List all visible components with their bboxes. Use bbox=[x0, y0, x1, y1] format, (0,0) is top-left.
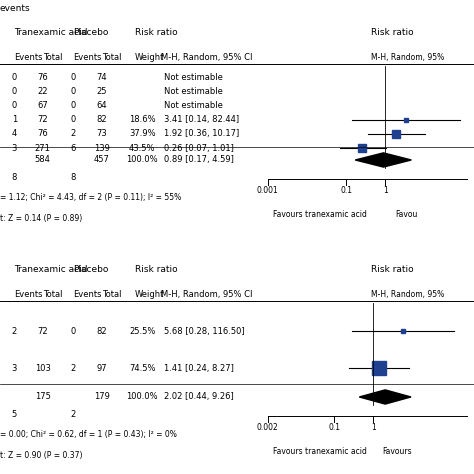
Text: 1: 1 bbox=[383, 186, 388, 195]
Text: 67: 67 bbox=[37, 101, 48, 110]
Text: Favours: Favours bbox=[383, 447, 412, 456]
Text: 76: 76 bbox=[37, 73, 48, 82]
Text: 74.5%: 74.5% bbox=[129, 364, 155, 373]
Text: 8: 8 bbox=[71, 173, 76, 182]
Text: 0: 0 bbox=[71, 101, 76, 110]
Text: events: events bbox=[0, 4, 31, 12]
Text: 3.41 [0.14, 82.44]: 3.41 [0.14, 82.44] bbox=[164, 115, 238, 124]
Text: 2.02 [0.44, 9.26]: 2.02 [0.44, 9.26] bbox=[164, 392, 233, 401]
Text: Risk ratio: Risk ratio bbox=[135, 28, 178, 37]
Text: 73: 73 bbox=[97, 129, 107, 138]
Text: 100.0%: 100.0% bbox=[127, 392, 158, 401]
Text: 37.9%: 37.9% bbox=[129, 129, 155, 138]
Text: 179: 179 bbox=[94, 392, 110, 401]
Text: Weight: Weight bbox=[135, 290, 164, 299]
Text: 139: 139 bbox=[94, 144, 110, 153]
Text: M-H, Random, 95% CI: M-H, Random, 95% CI bbox=[161, 54, 253, 62]
Text: 0.002: 0.002 bbox=[257, 423, 279, 432]
Text: 72: 72 bbox=[37, 327, 48, 336]
Text: Favours tranexamic acid: Favours tranexamic acid bbox=[273, 447, 366, 456]
Text: Total: Total bbox=[102, 54, 121, 62]
Text: M-H, Random, 95% CI: M-H, Random, 95% CI bbox=[161, 290, 253, 299]
Text: 0: 0 bbox=[71, 327, 76, 336]
Text: 25.5%: 25.5% bbox=[129, 327, 155, 336]
Text: 5.68 [0.28, 116.50]: 5.68 [0.28, 116.50] bbox=[164, 327, 244, 336]
Text: 3: 3 bbox=[11, 364, 17, 373]
Text: Tranexamic acid: Tranexamic acid bbox=[14, 28, 88, 37]
Text: 103: 103 bbox=[35, 364, 51, 373]
Text: = 1.12; Chi² = 4.43, df = 2 (P = 0.11); I² = 55%: = 1.12; Chi² = 4.43, df = 2 (P = 0.11); … bbox=[0, 193, 181, 202]
Text: 2: 2 bbox=[11, 327, 17, 336]
Text: = 0.00; Chi² = 0.62, df = 1 (P = 0.43); I² = 0%: = 0.00; Chi² = 0.62, df = 1 (P = 0.43); … bbox=[0, 430, 177, 439]
Polygon shape bbox=[359, 390, 411, 404]
Text: 1.41 [0.24, 8.27]: 1.41 [0.24, 8.27] bbox=[164, 364, 233, 373]
Text: 0.1: 0.1 bbox=[340, 186, 352, 195]
Text: Tranexamic acid: Tranexamic acid bbox=[14, 265, 88, 274]
Text: 5: 5 bbox=[11, 410, 17, 419]
Text: Favours tranexamic acid: Favours tranexamic acid bbox=[273, 210, 366, 219]
Text: Total: Total bbox=[43, 54, 62, 62]
Text: 0: 0 bbox=[11, 87, 17, 96]
Text: Total: Total bbox=[102, 290, 121, 299]
Text: 25: 25 bbox=[97, 87, 107, 96]
Text: 6: 6 bbox=[71, 144, 76, 153]
Text: 3: 3 bbox=[11, 144, 17, 153]
Text: 1: 1 bbox=[11, 115, 17, 124]
Text: Favou: Favou bbox=[395, 210, 417, 219]
Text: M-H, Random, 95%: M-H, Random, 95% bbox=[371, 54, 445, 62]
Text: 22: 22 bbox=[37, 87, 48, 96]
Text: t: Z = 0.14 (P = 0.89): t: Z = 0.14 (P = 0.89) bbox=[0, 215, 82, 223]
Text: Events: Events bbox=[14, 54, 43, 62]
Text: Placebo: Placebo bbox=[73, 265, 109, 274]
Text: 2: 2 bbox=[71, 129, 76, 138]
Text: M-H, Random, 95%: M-H, Random, 95% bbox=[371, 290, 445, 299]
Text: 0: 0 bbox=[11, 101, 17, 110]
Text: Not estimable: Not estimable bbox=[164, 87, 222, 96]
Text: Events: Events bbox=[73, 290, 102, 299]
Text: 74: 74 bbox=[97, 73, 107, 82]
Text: 4: 4 bbox=[11, 129, 17, 138]
Text: 1: 1 bbox=[371, 423, 375, 432]
Text: 457: 457 bbox=[94, 155, 110, 164]
Text: 76: 76 bbox=[37, 129, 48, 138]
Text: Risk ratio: Risk ratio bbox=[135, 265, 178, 274]
Text: 175: 175 bbox=[35, 392, 51, 401]
Text: 0.89 [0.17, 4.59]: 0.89 [0.17, 4.59] bbox=[164, 155, 233, 164]
Text: 0: 0 bbox=[71, 73, 76, 82]
Text: Risk ratio: Risk ratio bbox=[371, 28, 414, 37]
Text: Not estimable: Not estimable bbox=[164, 73, 222, 82]
Text: Total: Total bbox=[43, 290, 62, 299]
Text: t: Z = 0.90 (P = 0.37): t: Z = 0.90 (P = 0.37) bbox=[0, 451, 82, 460]
Text: 0.001: 0.001 bbox=[257, 186, 279, 195]
Text: 100.0%: 100.0% bbox=[127, 155, 158, 164]
Text: Risk ratio: Risk ratio bbox=[371, 265, 414, 274]
Text: 2: 2 bbox=[71, 364, 76, 373]
Text: 0.26 [0.07, 1.01]: 0.26 [0.07, 1.01] bbox=[164, 144, 233, 153]
Text: Events: Events bbox=[73, 54, 102, 62]
Text: 271: 271 bbox=[35, 144, 51, 153]
Text: Not estimable: Not estimable bbox=[164, 101, 222, 110]
Text: Events: Events bbox=[14, 290, 43, 299]
Text: 0: 0 bbox=[11, 73, 17, 82]
Text: 43.5%: 43.5% bbox=[129, 144, 155, 153]
Text: Weight: Weight bbox=[135, 54, 164, 62]
Polygon shape bbox=[355, 153, 411, 167]
Text: 1.92 [0.36, 10.17]: 1.92 [0.36, 10.17] bbox=[164, 129, 239, 138]
Text: 82: 82 bbox=[97, 115, 107, 124]
Text: 0: 0 bbox=[71, 115, 76, 124]
Text: 97: 97 bbox=[97, 364, 107, 373]
Text: 8: 8 bbox=[11, 173, 17, 182]
Text: 0.1: 0.1 bbox=[328, 423, 340, 432]
Text: 64: 64 bbox=[97, 101, 107, 110]
Text: 18.6%: 18.6% bbox=[129, 115, 155, 124]
Text: 2: 2 bbox=[71, 410, 76, 419]
Text: 0: 0 bbox=[71, 87, 76, 96]
Text: 584: 584 bbox=[35, 155, 51, 164]
Text: 72: 72 bbox=[37, 115, 48, 124]
Text: Placebo: Placebo bbox=[73, 28, 109, 37]
Text: 82: 82 bbox=[97, 327, 107, 336]
